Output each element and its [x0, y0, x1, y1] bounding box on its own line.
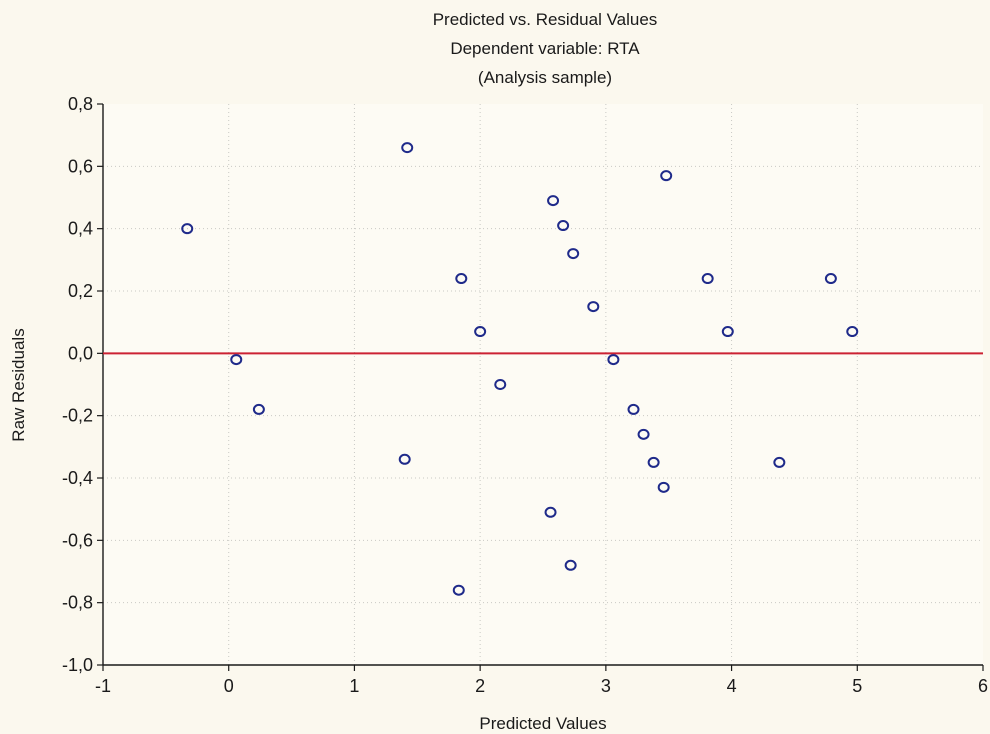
x-tick-label: 4 [727, 676, 737, 696]
data-point [455, 273, 468, 285]
points-layer [181, 142, 859, 596]
data-point [846, 326, 859, 338]
data-point [587, 301, 600, 313]
data-point [252, 403, 265, 415]
y-tick-label: -0,8 [62, 593, 93, 613]
data-point [494, 379, 507, 390]
y-tick-label: 0,0 [68, 343, 93, 363]
axis-layer: -1 0 1 2 3 4 5 6 -1,0 -0,8 -0,6 -0,4 -0,2 0,0 0,2 0,4 0,… [62, 94, 988, 696]
y-tick-label: -1,0 [62, 655, 93, 675]
data-point [637, 428, 650, 440]
data-point [181, 223, 194, 235]
x-tick-label: 1 [349, 676, 359, 696]
data-point [474, 326, 487, 338]
x-tick-label: 0 [224, 676, 234, 696]
data-point [547, 195, 560, 207]
data-point [567, 248, 580, 260]
x-tick-label: 3 [601, 676, 611, 696]
x-tick-label: 6 [978, 676, 988, 696]
chart-title: Predicted vs. Residual Values [433, 10, 658, 29]
chart-subtitle-sample: (Analysis sample) [478, 68, 612, 87]
data-point [607, 354, 620, 366]
data-point [398, 453, 411, 465]
grid-layer [103, 104, 983, 665]
data-point [773, 456, 786, 468]
data-point [647, 456, 660, 468]
y-axis-label: Raw Residuals [9, 328, 28, 441]
data-point [657, 481, 670, 493]
y-tick-label: 0,8 [68, 94, 93, 114]
x-tick-label: 5 [852, 676, 862, 696]
data-point [721, 326, 734, 338]
data-point [701, 273, 714, 285]
data-point [401, 142, 414, 154]
data-point [230, 354, 243, 366]
y-tick-label: 0,2 [68, 281, 93, 301]
data-point [452, 584, 465, 596]
data-point [660, 170, 673, 182]
x-tick-label: 2 [475, 676, 485, 696]
x-tick-label: -1 [95, 676, 111, 696]
chart-subtitle: Dependent variable: RTA [450, 39, 640, 58]
plot-area [103, 104, 983, 665]
data-point [564, 559, 577, 571]
data-point [557, 220, 570, 232]
y-tick-label: -0,2 [62, 406, 93, 426]
y-tick-label: -0,4 [62, 468, 93, 488]
x-axis-label: Predicted Values [479, 714, 606, 733]
y-tick-label: -0,6 [62, 530, 93, 550]
y-tick-label: 0,6 [68, 156, 93, 176]
data-point [544, 506, 557, 518]
y-tick-label: 0,4 [68, 219, 93, 239]
data-point [824, 273, 837, 285]
data-point [627, 403, 640, 415]
